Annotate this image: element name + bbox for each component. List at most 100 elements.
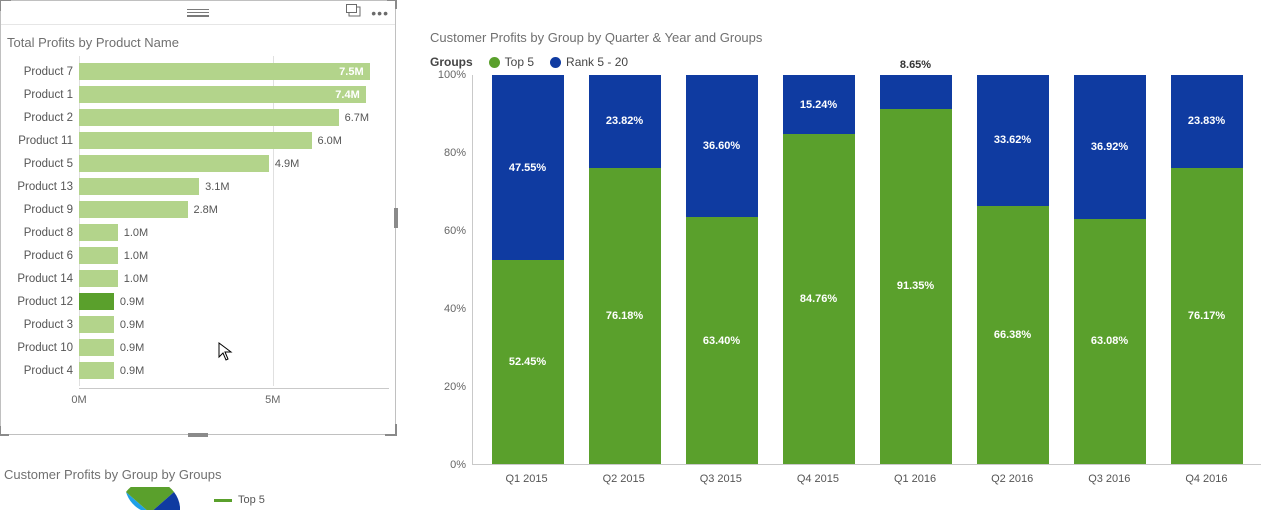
segment-bottom[interactable]: 63.08% [1074,219,1146,464]
stacked-column[interactable]: 15.24% 84.76% [783,75,855,464]
segment-value-label: 84.76% [800,293,837,305]
segment-top[interactable]: 23.83% [1171,75,1243,168]
legend-text: Top 5 [238,494,265,506]
segment-value-label: 15.24% [800,99,837,111]
legend-series-label: Top 5 [505,55,534,69]
bar-fill[interactable] [79,178,199,195]
stacked-chart-title: Customer Profits by Group by Quarter & Y… [430,30,1261,45]
bar-category-label: Product 7 [7,66,79,78]
segment-value-label: 8.65% [880,59,952,71]
stacked-column[interactable]: 23.83% 76.17% [1171,75,1243,464]
bar-value-label: 1.0M [118,270,148,287]
segment-top[interactable]: 23.82% [589,75,661,168]
bar-category-label: Product 5 [7,158,79,170]
segment-bottom[interactable]: 63.40% [686,217,758,464]
stacked-column[interactable]: 23.82%76.18% [589,75,661,464]
segment-value-label: 76.17% [1188,310,1225,322]
legend-item[interactable]: Rank 5 - 20 [550,55,628,69]
y-axis-tick: 80% [444,147,466,159]
bar-category-label: Product 2 [7,112,79,124]
bar-fill[interactable]: 7.4M [79,86,366,103]
y-axis-tick: 60% [444,225,466,237]
segment-top[interactable]: 36.92% [1074,75,1146,219]
bar-value-label: 1.0M [118,224,148,241]
bar-row[interactable]: Product 26.7M [7,106,389,129]
x-axis-tick: 5M [265,394,280,406]
segment-top[interactable]: 47.55% [492,75,564,260]
focus-mode-icon[interactable] [346,4,361,22]
bar-row[interactable]: Product 30.9M [7,313,389,336]
y-axis-tick: 40% [444,303,466,315]
segment-value-label: 36.60% [703,140,740,152]
more-options-icon[interactable]: ••• [371,5,389,21]
bar-fill[interactable] [79,316,114,333]
stacked-column[interactable]: 36.60% 63.40% [686,75,758,464]
bar-category-label: Product 1 [7,89,79,101]
bar-row[interactable]: Product 81.0M [7,221,389,244]
bar-value-label: 7.5M [339,66,363,78]
segment-top[interactable]: 15.24% [783,75,855,134]
visual-header[interactable]: ••• [1,1,395,25]
legend-item[interactable]: Top 5 [489,55,534,69]
pie-chart-stub[interactable]: Top 5 [0,482,396,510]
stacked-chart-plot[interactable]: 0%20%40%60%80%100% 47.55%52.45%23.82%76.… [430,75,1261,465]
segment-bottom[interactable]: 76.18% [589,168,661,464]
x-axis-tick: 0M [71,394,86,406]
segment-bottom[interactable]: 91.35% [880,109,952,464]
bar-fill[interactable] [79,132,312,149]
bar-fill[interactable] [79,201,188,218]
bar-row[interactable]: Product 133.1M [7,175,389,198]
bar-value-label: 2.8M [188,201,218,218]
x-axis-category: Q2 2015 [588,473,660,485]
bar-fill[interactable] [79,109,339,126]
bar-value-label: 0.9M [114,316,144,333]
legend-label: Groups [430,55,473,69]
bar-row[interactable]: Product 141.0M [7,267,389,290]
bar-fill[interactable] [79,362,114,379]
stacked-column[interactable]: 47.55%52.45% [492,75,564,464]
bar-fill[interactable] [79,155,269,172]
bar-row[interactable]: Product 1 7.4M [7,83,389,106]
x-axis-category: Q4 2015 [782,473,854,485]
segment-bottom[interactable]: 84.76% [783,134,855,464]
bar-row[interactable]: Product 116.0M [7,129,389,152]
bar-row[interactable]: Product 100.9M [7,336,389,359]
bar-row[interactable]: Product 9 2.8M [7,198,389,221]
segment-top[interactable]: 36.60% [686,75,758,217]
bar-fill[interactable] [79,247,118,264]
stacked-column[interactable]: 36.92%63.08% [1074,75,1146,464]
segment-value-label: 91.35% [897,280,934,292]
x-axis-category: Q4 2016 [1170,473,1242,485]
bar-chart-title: Total Profits by Product Name [1,25,395,56]
legend-series-label: Rank 5 - 20 [566,55,628,69]
resize-handle-bottom[interactable] [188,433,208,437]
bar-fill[interactable] [79,224,118,241]
bar-category-label: Product 6 [7,250,79,262]
drag-grip-icon[interactable] [187,9,209,17]
bar-fill[interactable] [79,339,114,356]
segment-top[interactable]: 33.62% [977,75,1049,206]
stacked-column[interactable]: 33.62% 66.38% [977,75,1049,464]
bar-category-label: Product 9 [7,204,79,216]
bar-row[interactable]: Product 40.9M [7,359,389,382]
bar-chart-visual[interactable]: ••• Total Profits by Product Name Produc… [0,0,396,435]
bar-row[interactable]: Product 120.9M [7,290,389,313]
x-axis-category: Q2 2016 [976,473,1048,485]
segment-bottom[interactable]: 76.17% [1171,168,1243,464]
segment-bottom[interactable]: 66.38% [977,206,1049,464]
pie-chart-title: Customer Profits by Group by Groups [0,435,396,482]
segment-bottom[interactable]: 52.45% [492,260,564,464]
bar-value-label: 7.4M [335,89,359,101]
bar-chart-plot[interactable]: Product 77.5MProduct 17.4MProduct 26.7MP… [1,56,395,382]
segment-value-label: 66.38% [994,329,1031,341]
bar-row[interactable]: Product 54.9M [7,152,389,175]
bar-fill[interactable]: 7.5M [79,63,370,80]
bar-fill[interactable] [79,270,118,287]
stacked-column[interactable]: 8.65% 91.35% [880,75,952,464]
bar-row[interactable]: Product 61.0M [7,244,389,267]
bar-row[interactable]: Product 7 7.5M [7,60,389,83]
bar-fill[interactable] [79,293,114,310]
bar-chart-x-axis: 0M5M [79,388,389,418]
segment-top[interactable]: 8.65% [880,75,952,109]
bar-category-label: Product 11 [7,135,79,147]
